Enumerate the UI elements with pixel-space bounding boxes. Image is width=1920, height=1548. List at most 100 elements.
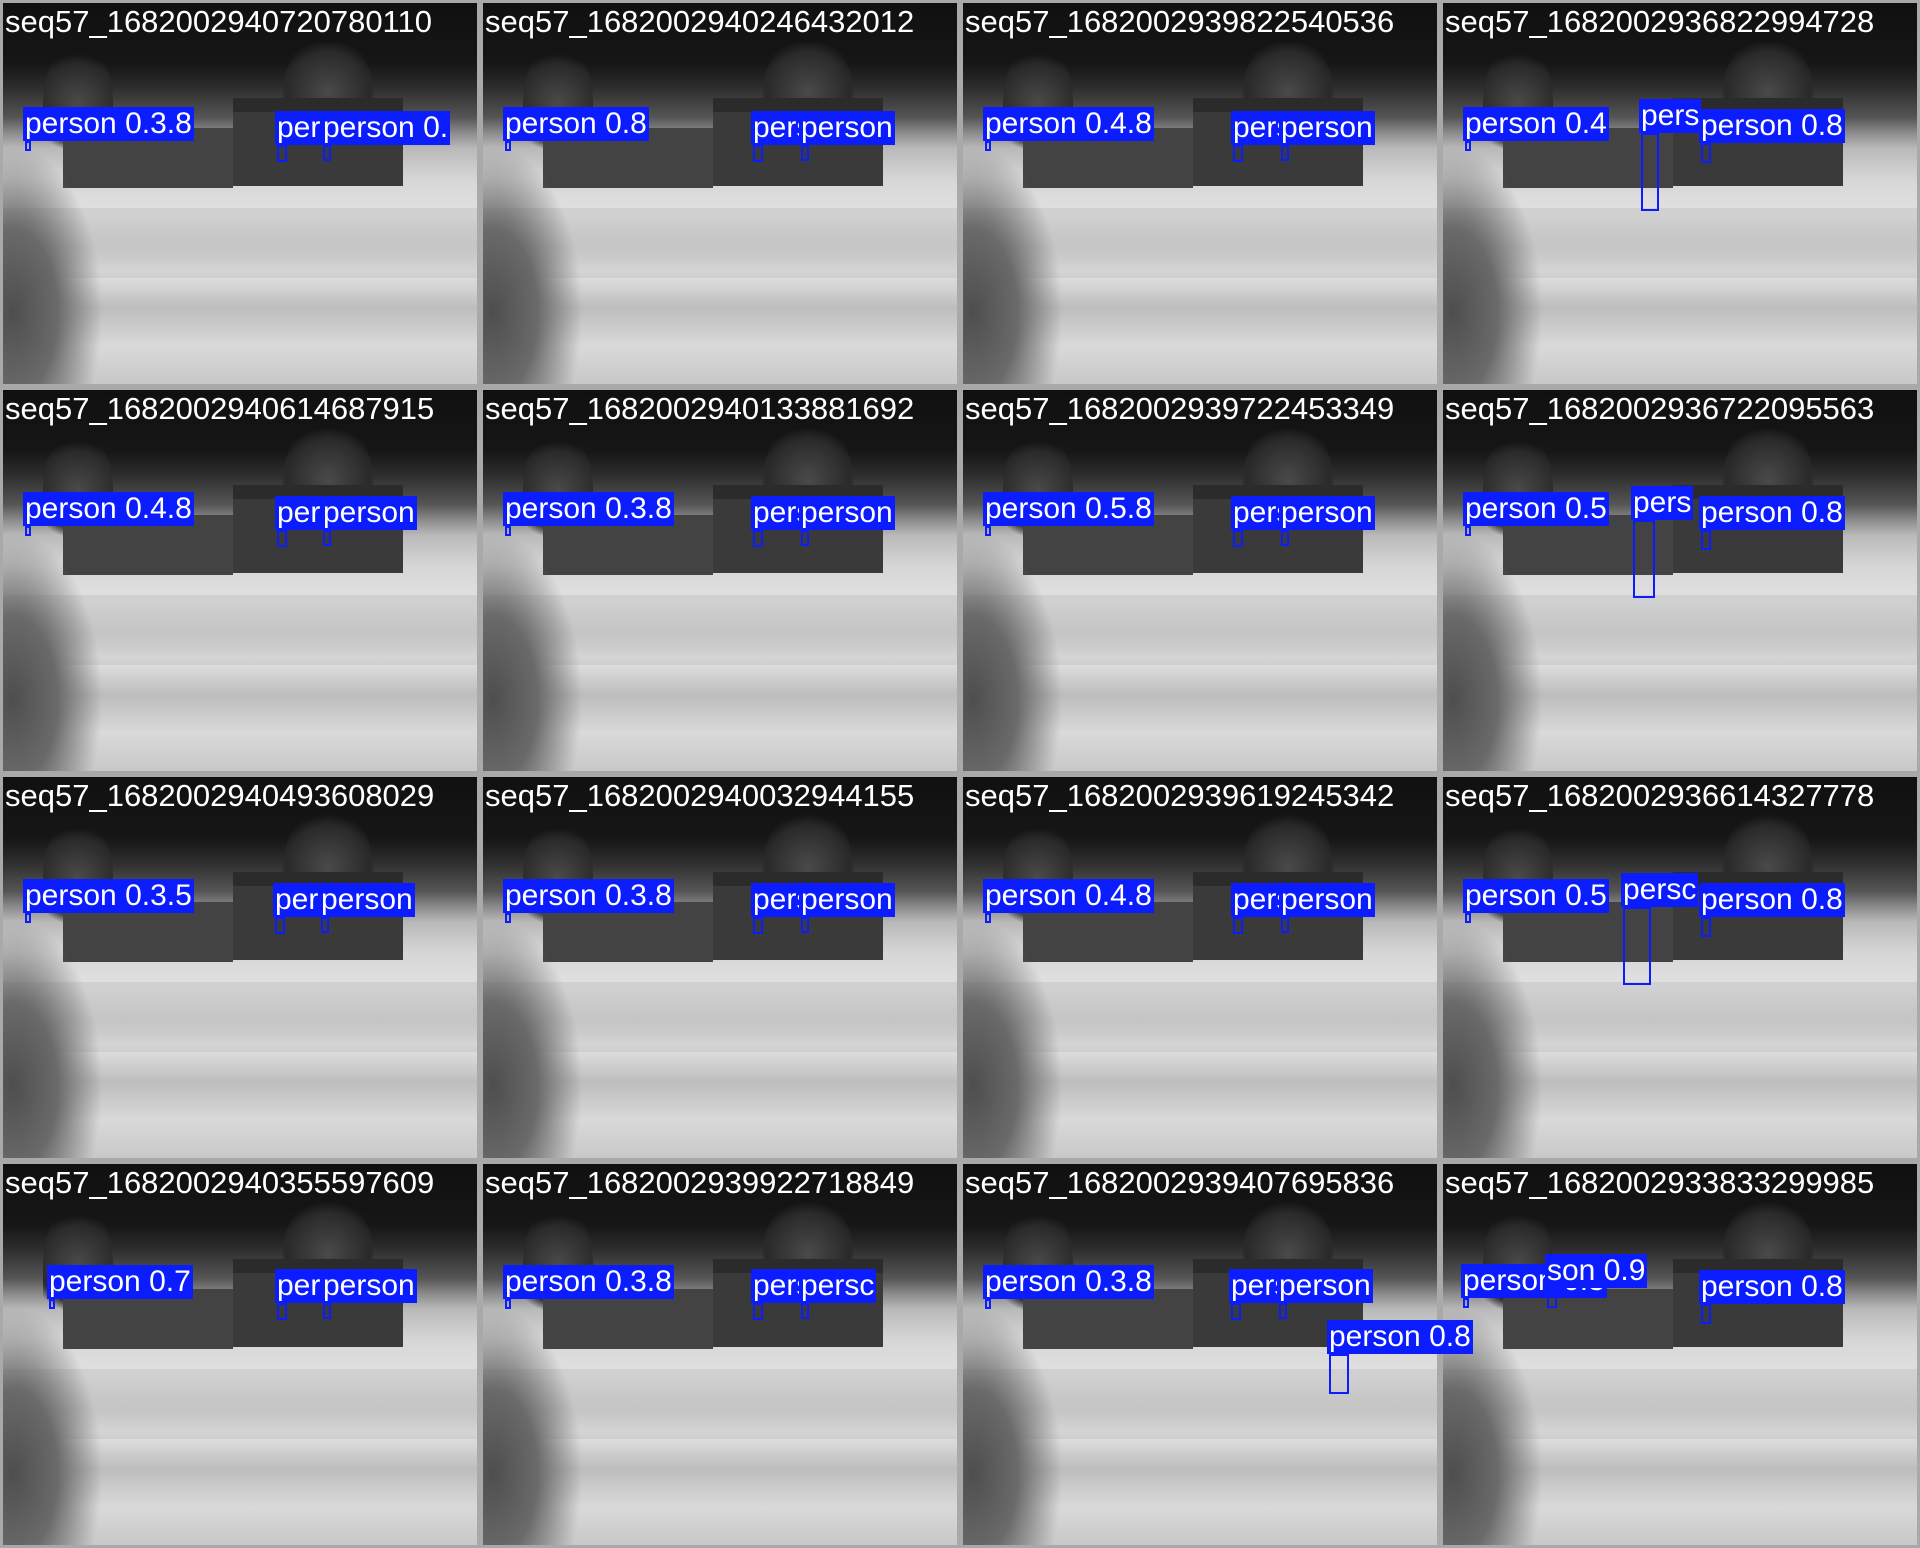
thermal-frame-photo bbox=[963, 3, 1437, 384]
detection: person 0.3.8 bbox=[503, 879, 674, 923]
detection: pers bbox=[275, 1269, 338, 1320]
detection-label: person 0.5 bbox=[1463, 492, 1609, 526]
detection-label: person 0. bbox=[321, 111, 451, 145]
bounding-box bbox=[1641, 133, 1659, 211]
bounding-box bbox=[323, 145, 331, 161]
detection: person 0.8 bbox=[503, 107, 649, 151]
detection-label: person 0.4.8 bbox=[983, 879, 1154, 913]
detection-label: person bbox=[799, 496, 895, 530]
bounding-box bbox=[1547, 1288, 1557, 1308]
detection: pers bbox=[273, 883, 336, 934]
detection: pers bbox=[275, 111, 338, 162]
filename-label: seq57_1682002939722453349 bbox=[965, 391, 1395, 426]
detection: person 0.8 bbox=[1327, 1320, 1473, 1394]
bounding-box bbox=[25, 526, 31, 536]
bounding-box bbox=[985, 526, 991, 536]
detection: person 0.3.5 bbox=[23, 879, 194, 923]
bounding-box bbox=[505, 913, 511, 923]
image-tile: seq57_1682002939722453349 person 0.5.8 per… bbox=[960, 387, 1440, 774]
detection: persc bbox=[1621, 873, 1699, 985]
detection: person 0.7 bbox=[47, 1265, 193, 1309]
bounding-box bbox=[801, 145, 809, 161]
detection-label: person 0.3.5 bbox=[23, 879, 194, 913]
detection-label: person 0.3.8 bbox=[503, 492, 674, 526]
thermal-frame-photo bbox=[1443, 390, 1917, 771]
thermal-frame-photo bbox=[483, 777, 957, 1158]
bounding-box bbox=[25, 141, 31, 151]
filename-label: seq57_1682002939407695836 bbox=[965, 1165, 1395, 1200]
thermal-frame-photo bbox=[963, 390, 1437, 771]
shrub-foreground bbox=[963, 918, 1063, 1158]
detection-label: person 0.3.8 bbox=[503, 1265, 674, 1299]
shrub-foreground bbox=[3, 144, 103, 384]
detection-label: person 0.3.8 bbox=[23, 107, 194, 141]
filename-label: seq57_1682002940032944155 bbox=[485, 778, 915, 813]
bounding-box bbox=[1281, 530, 1289, 546]
bounding-box bbox=[505, 1299, 511, 1309]
detection: person bbox=[1279, 496, 1375, 546]
image-tile: seq57_1682002939822540536 person 0.4.8 per… bbox=[960, 0, 1440, 387]
bounding-box bbox=[1281, 145, 1289, 161]
detection-label: person 0.3.8 bbox=[983, 1265, 1154, 1299]
bounding-box bbox=[1633, 520, 1655, 598]
detection: person bbox=[321, 1269, 417, 1319]
filename-label: seq57_1682002940614687915 bbox=[5, 391, 435, 426]
detection-label: person 0.8 bbox=[1699, 1270, 1845, 1304]
filename-label: seq57_1682002936614327778 bbox=[1445, 778, 1875, 813]
bounding-box bbox=[1701, 1304, 1711, 1324]
filename-label: seq57_1682002940133881692 bbox=[485, 391, 915, 426]
bounding-box bbox=[1233, 917, 1243, 934]
detection: person bbox=[799, 496, 895, 546]
filename-label: seq57_1682002940355597609 bbox=[5, 1165, 435, 1200]
bounding-box bbox=[1701, 917, 1711, 937]
bounding-box bbox=[277, 145, 287, 162]
detection: pers bbox=[751, 111, 814, 162]
detection: person bbox=[799, 111, 895, 161]
image-tile: seq57_1682002940720780110 person 0.3.8 per… bbox=[0, 0, 480, 387]
detection: person 0.3.8 bbox=[23, 107, 194, 151]
shrub-foreground bbox=[963, 144, 1063, 384]
detection-label: person bbox=[319, 883, 415, 917]
thermal-frame-photo bbox=[3, 390, 477, 771]
thermal-frame-photo bbox=[3, 3, 477, 384]
detection-label: person 0.4 bbox=[1463, 107, 1609, 141]
image-tile: seq57_1682002939922718849 person 0.3.8 per… bbox=[480, 1161, 960, 1548]
bounding-box bbox=[1279, 1303, 1287, 1319]
bounding-box bbox=[1701, 530, 1711, 550]
detection-label: person 0.4.8 bbox=[983, 107, 1154, 141]
detection-label: person 0.8 bbox=[1699, 496, 1845, 530]
image-tile: seq57_1682002940493608029 person 0.3.5 per… bbox=[0, 774, 480, 1161]
bounding-box bbox=[1329, 1354, 1349, 1394]
image-tile: seq57_1682002933833299985 person 0.3 son 0… bbox=[1440, 1161, 1920, 1548]
bounding-box bbox=[753, 1303, 763, 1320]
bounding-box bbox=[277, 1303, 287, 1320]
detection: person 0. bbox=[321, 111, 451, 161]
detection: pers bbox=[1639, 99, 1702, 211]
bounding-box bbox=[1465, 141, 1471, 151]
bounding-box bbox=[1623, 907, 1651, 985]
filename-label: seq57_1682002936722095563 bbox=[1445, 391, 1875, 426]
detection-label: pers bbox=[1639, 99, 1702, 133]
detection-label: pers bbox=[1631, 486, 1694, 520]
thermal-frame-photo bbox=[1443, 777, 1917, 1158]
bounding-box bbox=[323, 1303, 331, 1319]
bounding-box bbox=[323, 530, 331, 546]
detection-label: person 0.8 bbox=[1327, 1320, 1473, 1354]
detection-label: person bbox=[1279, 496, 1375, 530]
detection: person 0.3.8 bbox=[983, 1265, 1154, 1309]
detection-label: persc bbox=[1621, 873, 1699, 907]
detection: person bbox=[1279, 111, 1375, 161]
bounding-box bbox=[1465, 526, 1471, 536]
detection: person 0.5 bbox=[1463, 492, 1609, 536]
bounding-box bbox=[753, 530, 763, 547]
bounding-box bbox=[1231, 1303, 1241, 1320]
image-tile: seq57_1682002939619245342 person 0.4.8 per… bbox=[960, 774, 1440, 1161]
filename-label: seq57_1682002939619245342 bbox=[965, 778, 1395, 813]
bounding-box bbox=[753, 917, 763, 934]
detection-label: person 0.8 bbox=[1699, 883, 1845, 917]
